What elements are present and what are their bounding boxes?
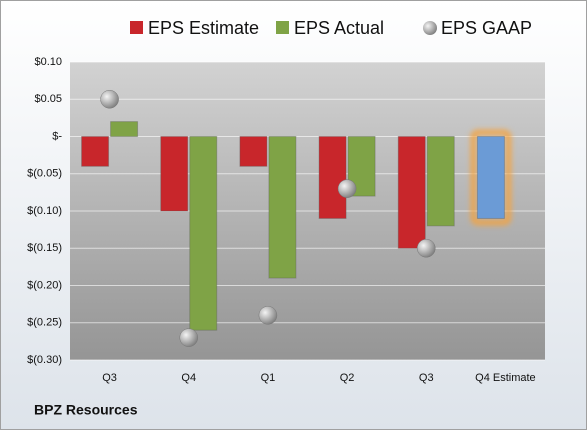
y-tick-label: $0.05 bbox=[34, 93, 62, 105]
gaap-marker bbox=[179, 328, 198, 347]
footer: BPZ Resources bbox=[34, 402, 138, 418]
bar bbox=[239, 136, 268, 167]
legend-label: EPS Estimate bbox=[148, 18, 259, 38]
y-tick-label: $(0.10) bbox=[27, 205, 62, 217]
gaap-marker bbox=[417, 239, 436, 258]
y-tick-label: $(0.25) bbox=[27, 317, 62, 329]
legend-label: EPS Actual bbox=[294, 18, 384, 38]
y-tick-label: $(0.30) bbox=[27, 354, 62, 366]
legend-marker bbox=[276, 21, 289, 34]
bar bbox=[318, 136, 347, 219]
y-tick-label: $(0.15) bbox=[27, 242, 62, 254]
bar bbox=[476, 136, 505, 219]
legend-label: EPS GAAP bbox=[441, 18, 532, 38]
y-tick-label: $(0.05) bbox=[27, 168, 62, 180]
bar bbox=[397, 136, 426, 249]
x-tick-label: Q4 bbox=[181, 372, 196, 384]
highlight-glow bbox=[470, 130, 511, 225]
bar bbox=[347, 136, 376, 197]
y-tick-label: $(0.20) bbox=[27, 279, 62, 291]
legend-marker bbox=[423, 21, 437, 35]
bar bbox=[268, 136, 297, 279]
legend-marker bbox=[130, 21, 143, 34]
gaap-marker bbox=[100, 90, 119, 109]
bar bbox=[110, 121, 139, 137]
bar bbox=[426, 136, 455, 227]
x-tick-label: Q2 bbox=[340, 372, 355, 384]
gaap-marker bbox=[258, 306, 278, 325]
gaap-marker bbox=[337, 179, 357, 198]
x-tick-label: Q1 bbox=[261, 372, 276, 384]
bar bbox=[81, 136, 110, 167]
y-tick-label: $0.10 bbox=[34, 56, 62, 68]
x-tick-label: Q3 bbox=[419, 372, 434, 384]
bar bbox=[189, 136, 218, 331]
x-tick-label: Q3 bbox=[102, 372, 117, 384]
bar bbox=[160, 136, 189, 212]
y-tick-label: $- bbox=[52, 130, 62, 142]
x-tick-label: Q4 Estimate bbox=[475, 372, 536, 384]
